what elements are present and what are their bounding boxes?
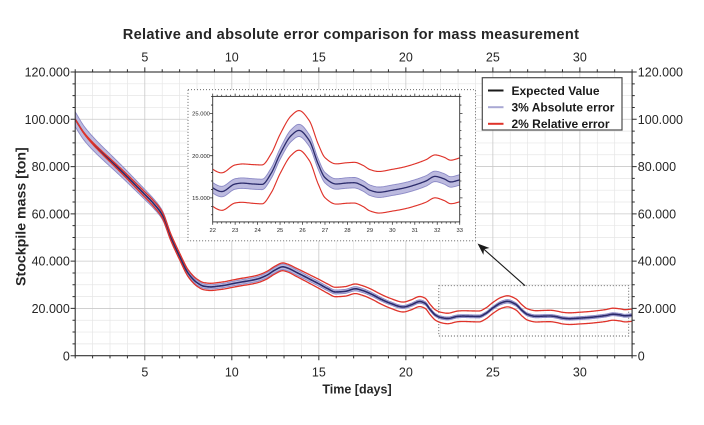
svg-text:3% Absolute error: 3% Absolute error xyxy=(512,101,615,115)
svg-text:33: 33 xyxy=(456,228,462,234)
svg-text:120.000: 120.000 xyxy=(638,66,683,80)
svg-text:30: 30 xyxy=(573,50,587,64)
svg-text:27: 27 xyxy=(322,228,328,234)
svg-text:23: 23 xyxy=(232,228,238,234)
svg-text:Stockpile mass [ton]: Stockpile mass [ton] xyxy=(14,147,30,286)
svg-text:10: 10 xyxy=(225,365,239,379)
svg-text:29: 29 xyxy=(367,228,373,234)
svg-text:25: 25 xyxy=(277,228,283,234)
svg-text:80.000: 80.000 xyxy=(32,160,70,174)
svg-text:100.000: 100.000 xyxy=(638,113,683,127)
svg-text:5: 5 xyxy=(141,365,148,379)
svg-text:100.000: 100.000 xyxy=(25,113,70,127)
svg-text:20.000: 20.000 xyxy=(32,302,70,316)
svg-text:20.000: 20.000 xyxy=(638,302,676,316)
svg-text:28: 28 xyxy=(344,228,350,234)
svg-text:Expected Value: Expected Value xyxy=(512,84,600,98)
svg-text:40.000: 40.000 xyxy=(638,255,676,269)
svg-text:25: 25 xyxy=(486,50,500,64)
svg-text:60.000: 60.000 xyxy=(32,207,70,221)
svg-text:0: 0 xyxy=(63,349,70,363)
svg-text:60.000: 60.000 xyxy=(638,207,676,221)
svg-text:22: 22 xyxy=(209,228,215,234)
svg-text:25.000: 25.000 xyxy=(192,112,210,118)
svg-text:30: 30 xyxy=(389,228,395,234)
svg-text:20: 20 xyxy=(399,50,413,64)
svg-text:10: 10 xyxy=(225,50,239,64)
svg-text:15: 15 xyxy=(312,365,326,379)
svg-text:20.000: 20.000 xyxy=(192,154,210,160)
svg-text:30: 30 xyxy=(573,365,587,379)
svg-text:20: 20 xyxy=(399,365,413,379)
svg-text:32: 32 xyxy=(434,228,440,234)
svg-text:2% Relative error: 2% Relative error xyxy=(512,117,610,131)
svg-text:24: 24 xyxy=(254,228,261,234)
svg-text:5: 5 xyxy=(141,50,148,64)
svg-text:40.000: 40.000 xyxy=(32,255,70,269)
svg-text:15.000: 15.000 xyxy=(192,196,210,202)
svg-text:25: 25 xyxy=(486,365,500,379)
svg-text:0: 0 xyxy=(638,349,645,363)
svg-text:26: 26 xyxy=(299,228,305,234)
svg-text:Time [days]: Time [days] xyxy=(322,382,391,396)
svg-text:Relative and absolute error co: Relative and absolute error comparison f… xyxy=(123,27,579,43)
svg-text:120.000: 120.000 xyxy=(25,66,70,80)
svg-text:31: 31 xyxy=(412,228,418,234)
svg-text:80.000: 80.000 xyxy=(638,160,676,174)
svg-text:15: 15 xyxy=(312,50,326,64)
